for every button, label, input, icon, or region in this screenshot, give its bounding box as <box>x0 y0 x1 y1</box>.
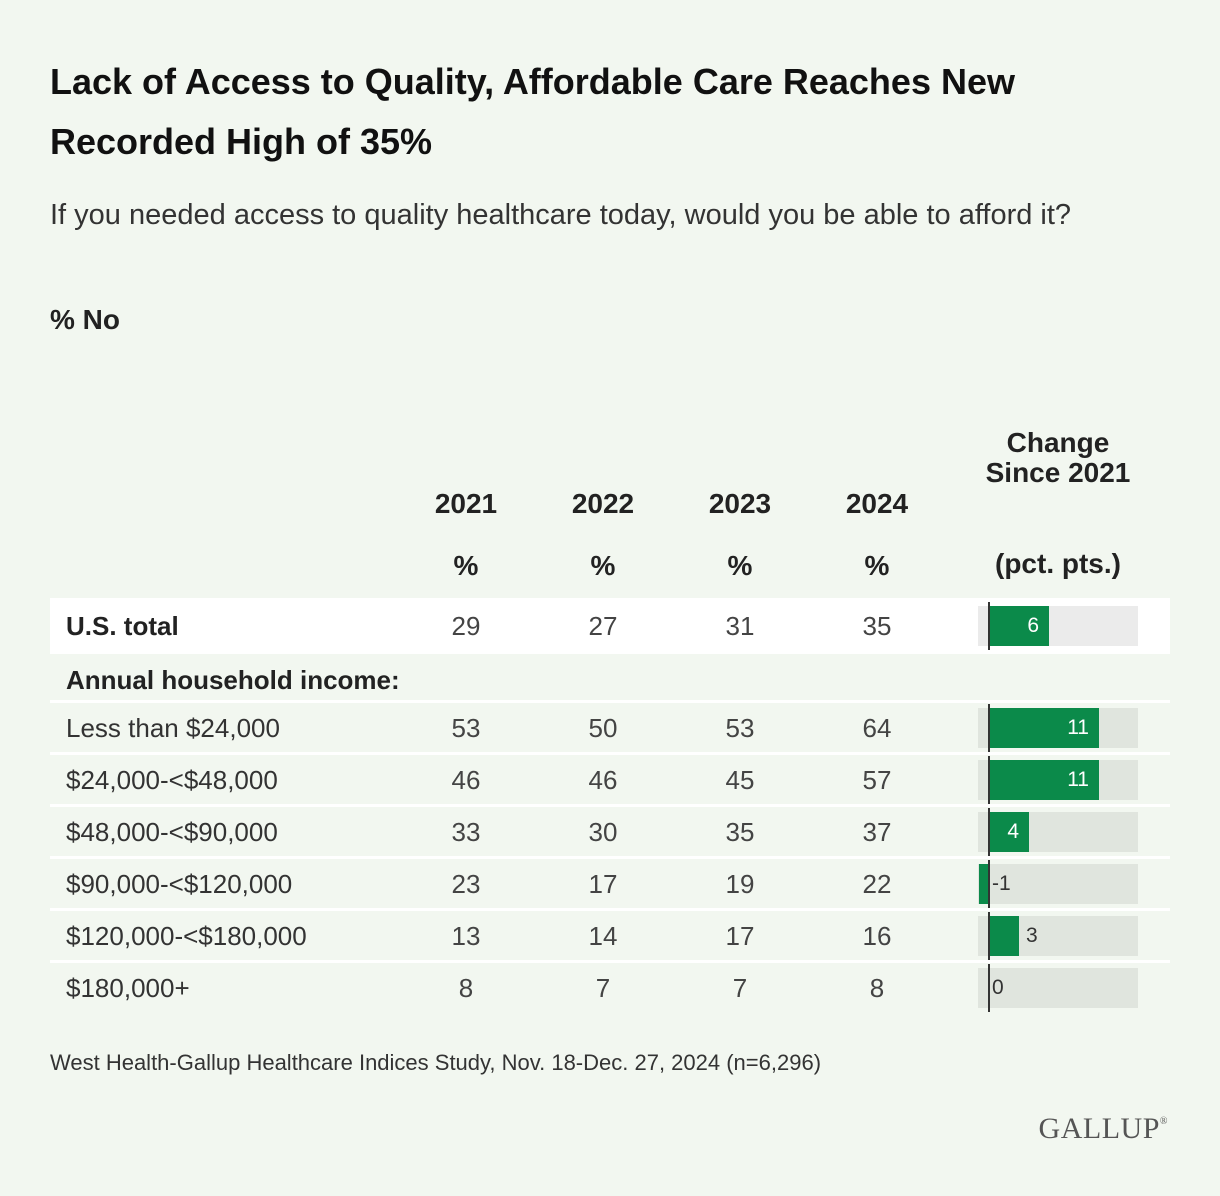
change-value-label: 11 <box>1067 768 1089 791</box>
value-cell-2021: 8 <box>458 972 474 1003</box>
source-note: West Health-Gallup Healthcare Indices St… <box>50 1050 822 1075</box>
value-cell-2023: 31 <box>725 610 755 641</box>
change-value-label: 4 <box>1007 820 1019 843</box>
unit-header-2022: % <box>590 550 616 581</box>
unit-header-2021: % <box>453 550 479 581</box>
change-bar-track: -1 <box>978 860 1138 908</box>
row-divider <box>50 752 1170 755</box>
row-divider <box>50 856 1170 859</box>
value-cell-2021: 29 <box>451 610 481 641</box>
gallup-logo-text: GALLUP <box>1038 1112 1160 1145</box>
question-text: If you needed access to quality healthca… <box>50 199 1072 231</box>
value-cell-2021: 23 <box>451 868 481 899</box>
change-zero-axis <box>988 964 990 1012</box>
value-cell-2024: 16 <box>862 920 892 951</box>
table-row: $90,000-<$120,000 23 17 19 22 -1 <box>50 858 1170 910</box>
value-cell-2022: 17 <box>588 868 618 899</box>
row-divider <box>50 960 1170 963</box>
change-zero-axis <box>988 860 990 908</box>
unit-header-2023: % <box>727 550 753 581</box>
change-bar <box>989 760 1099 800</box>
change-zero-axis <box>988 704 990 752</box>
table-row: $180,000+ 8 7 7 8 0 <box>50 962 1170 1014</box>
change-bar-track: 11 <box>978 704 1138 752</box>
change-bar <box>989 812 1029 852</box>
change-bar-track: 6 <box>978 602 1138 650</box>
value-cell-2022: 50 <box>588 712 618 743</box>
table-row: $24,000-<$48,000 46 46 45 57 11 <box>50 754 1170 806</box>
value-cell-2021: 46 <box>451 764 481 795</box>
change-value-label: 6 <box>1027 614 1039 637</box>
row-label: Less than $24,000 <box>66 712 280 743</box>
year-header-2023: 2023 <box>708 488 772 519</box>
row-label: $180,000+ <box>66 972 190 1003</box>
value-cell-2021: 53 <box>451 712 481 743</box>
change-value-label: -1 <box>992 872 1011 895</box>
row-divider <box>50 908 1170 911</box>
value-cell-2023: 19 <box>725 868 755 899</box>
year-header-2021: 2021 <box>434 488 498 519</box>
value-cell-2024: 37 <box>862 816 892 847</box>
measure-label: % No <box>50 304 120 335</box>
change-zero-axis <box>988 808 990 856</box>
value-cell-2023: 7 <box>732 972 748 1003</box>
change-bar-track: 4 <box>978 808 1138 856</box>
change-unit-header: (pct. pts.) <box>995 548 1121 579</box>
change-bar <box>989 606 1049 646</box>
value-cell-2023: 45 <box>725 764 755 795</box>
chart-title: Lack of Access to Quality, Affordable Ca… <box>50 61 1015 162</box>
value-cell-2022: 7 <box>595 972 611 1003</box>
change-bar <box>989 916 1019 956</box>
row-label: $48,000-<$90,000 <box>66 816 278 847</box>
value-cell-2024: 57 <box>862 764 892 795</box>
value-cell-2021: 33 <box>451 816 481 847</box>
change-bar-track: 3 <box>978 912 1138 960</box>
gallup-logo: GALLUP® <box>1038 1112 1168 1145</box>
table-row: Less than $24,000 53 50 53 64 11 <box>50 702 1170 754</box>
change-bar-track: 11 <box>978 756 1138 804</box>
change-bar-track: 0 <box>978 964 1138 1012</box>
value-cell-2023: 17 <box>725 920 755 951</box>
value-cell-2023: 53 <box>725 712 755 743</box>
value-cell-2022: 46 <box>588 764 618 795</box>
value-cell-2022: 30 <box>588 816 618 847</box>
group-label: Annual household income: <box>66 664 400 695</box>
value-cell-2021: 13 <box>451 920 481 951</box>
change-zero-axis <box>988 602 990 650</box>
value-cell-2022: 27 <box>588 610 618 641</box>
total-row: U.S. total 29 27 31 35 6 <box>50 598 1170 654</box>
change-bar <box>989 708 1099 748</box>
change-value-label: 3 <box>1026 924 1038 947</box>
change-zero-axis <box>988 912 990 960</box>
value-cell-2023: 35 <box>725 816 755 847</box>
unit-header-2024: % <box>864 550 890 581</box>
value-cell-2022: 14 <box>588 920 618 951</box>
row-divider <box>50 700 1170 703</box>
group-label-row: Annual household income: <box>50 654 1170 706</box>
row-divider <box>50 804 1170 807</box>
year-header-2022: 2022 <box>571 488 635 519</box>
table-row: $120,000-<$180,000 13 14 17 16 3 <box>50 910 1170 962</box>
value-cell-2024: 35 <box>862 610 892 641</box>
change-zero-axis <box>988 756 990 804</box>
value-cell-2024: 8 <box>869 972 885 1003</box>
change-value-label: 11 <box>1067 716 1089 739</box>
row-label: U.S. total <box>66 610 179 641</box>
value-cell-2024: 22 <box>862 868 892 899</box>
row-label: $90,000-<$120,000 <box>66 868 293 899</box>
change-value-label: 0 <box>992 976 1004 999</box>
row-label: $120,000-<$180,000 <box>66 920 307 951</box>
row-label: $24,000-<$48,000 <box>66 764 278 795</box>
change-header: Change Since 2021 <box>985 427 1131 488</box>
year-header-2024: 2024 <box>845 488 909 519</box>
change-bar <box>979 864 989 904</box>
table-row: $48,000-<$90,000 33 30 35 37 4 <box>50 806 1170 858</box>
value-cell-2024: 64 <box>862 712 892 743</box>
